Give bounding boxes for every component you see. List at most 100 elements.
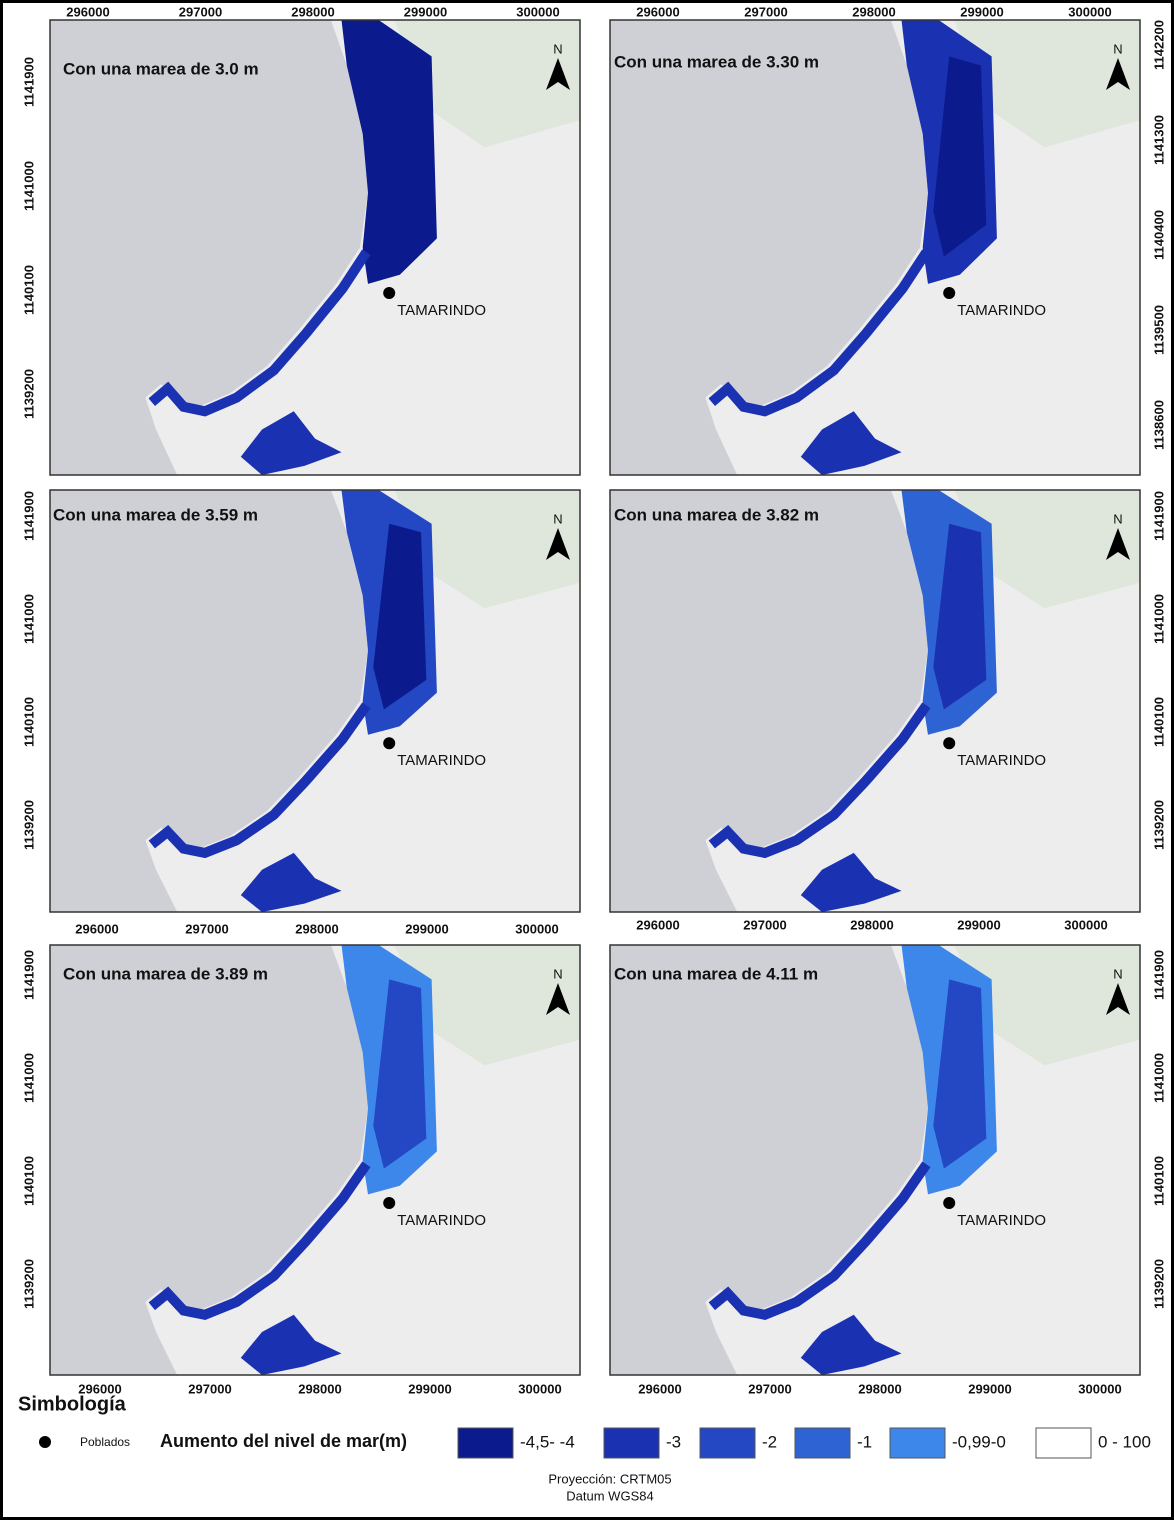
x-tick-label: 299000 [405,921,448,936]
ocean [610,490,928,912]
x-tick-label: 297000 [179,4,222,19]
x-tick-label: 299000 [408,1381,451,1396]
estuary [240,852,342,912]
y-tick-label: 1141000 [21,594,36,644]
y-tick-label: 1141900 [21,491,36,541]
north-arrow [546,983,570,1015]
y-tick-label: 1140100 [21,265,36,315]
town-label: TAMARINDO [397,302,486,319]
datum: Datum WGS84 [566,1488,653,1503]
north-label: N [1113,41,1122,56]
ocean [50,945,368,1375]
x-tick-label: 297000 [744,4,787,19]
x-tick-label: 296000 [66,4,109,19]
panel-title: Con una marea de 3.82 m [614,505,819,524]
legend-swatch [1035,1427,1092,1459]
legend-swatch [699,1427,756,1459]
x-tick-label: 300000 [1068,4,1111,19]
x-tick-label: 297000 [185,921,228,936]
panel-border [49,489,581,913]
settlement-label: Poblados [80,1435,130,1449]
panel-border [609,489,1141,913]
flood-strip [148,1161,371,1320]
panel-border [49,944,581,1376]
flood-strip [708,1161,931,1320]
panel-title: Con una marea de 3.30 m [614,52,819,71]
ocean [610,945,928,1375]
x-tick-label: 297000 [748,1381,791,1396]
north-label: N [1113,511,1122,526]
flood-core [373,56,427,257]
y-tick-label: 1141000 [21,161,36,211]
scale-title: Aumento del nivel de mar(m) [160,1431,407,1451]
legend-swatch [794,1427,851,1459]
y-tick-label: 1139200 [1151,800,1166,850]
panel-border [609,19,1141,476]
hills [954,20,1140,148]
town-dot [943,1197,956,1209]
x-tick-label: 297000 [743,917,786,932]
estuary [800,852,902,912]
x-tick-label: 298000 [858,1381,901,1396]
north-label: N [553,41,562,56]
hills [954,490,1140,609]
x-tick-label: 300000 [516,4,559,19]
north-arrow [546,58,570,90]
y-tick-label: 1140400 [1151,210,1166,260]
flood-strip [148,702,371,859]
y-tick-label: 1141900 [1151,950,1166,1000]
x-tick-label: 300000 [1078,1381,1121,1396]
map-panel [50,490,580,912]
estuary [240,1314,342,1375]
x-tick-label: 298000 [850,917,893,932]
x-tick-label: 299000 [960,4,1003,19]
legend-swatch [889,1427,946,1459]
panel-title: Con una marea de 3.89 m [63,964,268,983]
x-tick-label: 297000 [188,1381,231,1396]
panel-title: Con una marea de 4.11 m [614,964,818,983]
town-label: TAMARINDO [957,1212,1046,1229]
legend-label: -0,99-0 [952,1432,1006,1451]
x-tick-label: 299000 [957,917,1000,932]
legend-label: 0 - 100 [1098,1432,1151,1451]
panel-border [49,19,581,476]
y-tick-label: 1141000 [1151,1053,1166,1103]
y-tick-label: 1138600 [1151,400,1166,450]
x-tick-label: 296000 [638,1381,681,1396]
town-dot [943,287,956,299]
ocean [50,490,368,912]
x-tick-label: 296000 [75,921,118,936]
town-label: TAMARINDO [397,1212,486,1229]
x-tick-label: 300000 [1064,917,1107,932]
y-tick-label: 1139500 [1151,305,1166,355]
map-panel [610,945,1140,1375]
y-tick-label: 1139200 [1151,1259,1166,1309]
north-arrow [1106,983,1130,1015]
y-tick-label: 1141300 [1151,115,1166,165]
north-label: N [553,966,562,981]
hills [394,490,580,609]
estuary [800,1314,902,1375]
y-tick-label: 1141900 [21,57,36,107]
estuary [240,411,342,475]
panel-title: Con una marea de 3.0 m [63,59,259,78]
map-panel [610,490,1140,912]
flood-strip [708,249,931,417]
y-tick-label: 1142200 [1151,20,1166,70]
legend-label: -1 [857,1432,872,1451]
town-label: TAMARINDO [957,752,1046,769]
legend-label: -3 [666,1432,681,1451]
x-tick-label: 300000 [515,921,558,936]
town-label: TAMARINDO [397,752,486,769]
flood-strip [148,249,371,417]
y-tick-label: 1139200 [21,800,36,850]
ocean [50,20,368,475]
y-tick-label: 1140100 [1151,697,1166,747]
y-tick-label: 1139200 [21,369,36,419]
map-panel [610,20,1140,475]
x-tick-label: 298000 [291,4,334,19]
flood-core [373,523,427,710]
y-tick-label: 1139200 [21,1259,36,1309]
x-tick-label: 299000 [968,1381,1011,1396]
